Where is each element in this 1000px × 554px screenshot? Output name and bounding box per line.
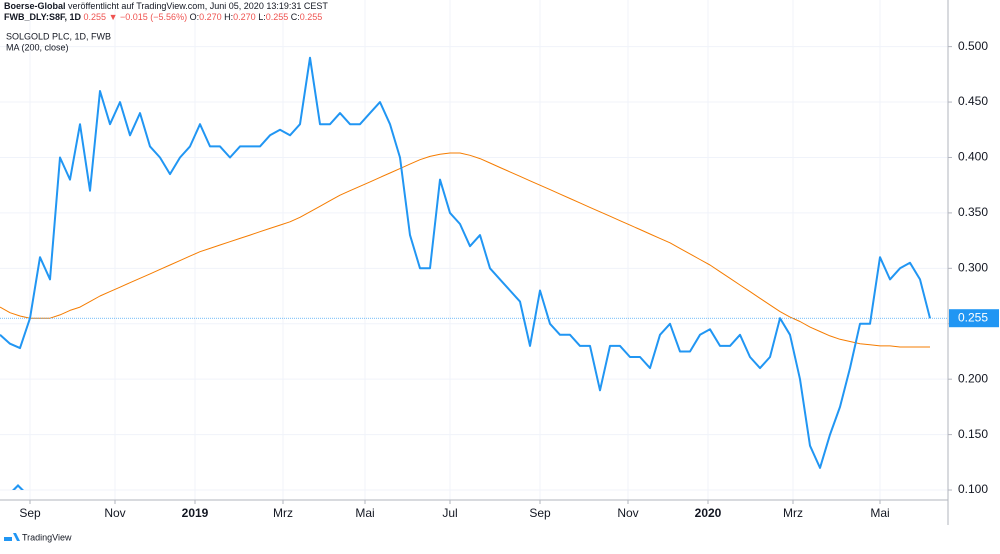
y-tick-label: 0.350 (958, 205, 988, 219)
last-price-box (949, 309, 999, 328)
l: L: (258, 12, 266, 22)
plot (0, 56, 948, 469)
y-tick-label: 0.300 (958, 260, 988, 274)
l-val: 0.255 (266, 12, 289, 22)
x-tick-label: Mai (355, 506, 374, 520)
y-tick-label: 0.100 (958, 482, 988, 496)
x-tick-label: 2019 (182, 506, 209, 520)
x-tick-label: Sep (19, 506, 41, 520)
series-line (0, 56, 931, 469)
y-tick-label: 0.400 (958, 150, 988, 164)
footer-logo (4, 533, 20, 541)
o-val: 0.270 (199, 12, 222, 22)
footer-text: TradingView (22, 532, 72, 542)
h-val: 0.270 (233, 12, 256, 22)
series-line (0, 152, 930, 348)
h: H: (224, 12, 233, 22)
last-price-label: 0.255 (958, 310, 988, 324)
y-tick-label: 0.200 (958, 371, 988, 385)
x-tick-label: Mrz (273, 506, 293, 520)
publisher: Boerse-Global (4, 1, 66, 11)
header-line-2: FWB_DLY:S8F, 1D 0.255 ▼ −0.015 (−5.56%) … (4, 12, 322, 22)
x-tick-label: Mrz (783, 506, 803, 520)
y-tick-label: 0.500 (958, 39, 988, 53)
legend-1: MA (200, close) (6, 42, 69, 52)
header-line-1: Boerse-Global veröffentlicht auf Trading… (4, 1, 328, 11)
y-tick-label: 0.150 (958, 427, 988, 441)
c: C: (291, 12, 300, 22)
published: veröffentlicht auf TradingView.com, Juni… (68, 1, 328, 11)
x-tick-label: Jul (442, 506, 457, 520)
x-tick-label: Sep (529, 506, 551, 520)
arrow: ▼ (109, 12, 118, 22)
legend-0: SOLGOLD PLC, 1D, FWB (6, 31, 111, 41)
x-tick-label: Nov (104, 506, 125, 520)
last: 0.255 (84, 12, 107, 22)
grid (0, 0, 948, 500)
symbol: FWB_DLY:S8F, 1D (4, 12, 82, 22)
x-tick-label: 2020 (695, 506, 722, 520)
change: −0.015 (−5.56%) (120, 12, 187, 22)
x-tick-label: Mai (870, 506, 889, 520)
x-tick-label: Nov (617, 506, 638, 520)
y-tick-label: 0.450 (958, 94, 988, 108)
c-val: 0.255 (300, 12, 323, 22)
o: O: (190, 12, 200, 22)
logo-mark (12, 484, 24, 490)
